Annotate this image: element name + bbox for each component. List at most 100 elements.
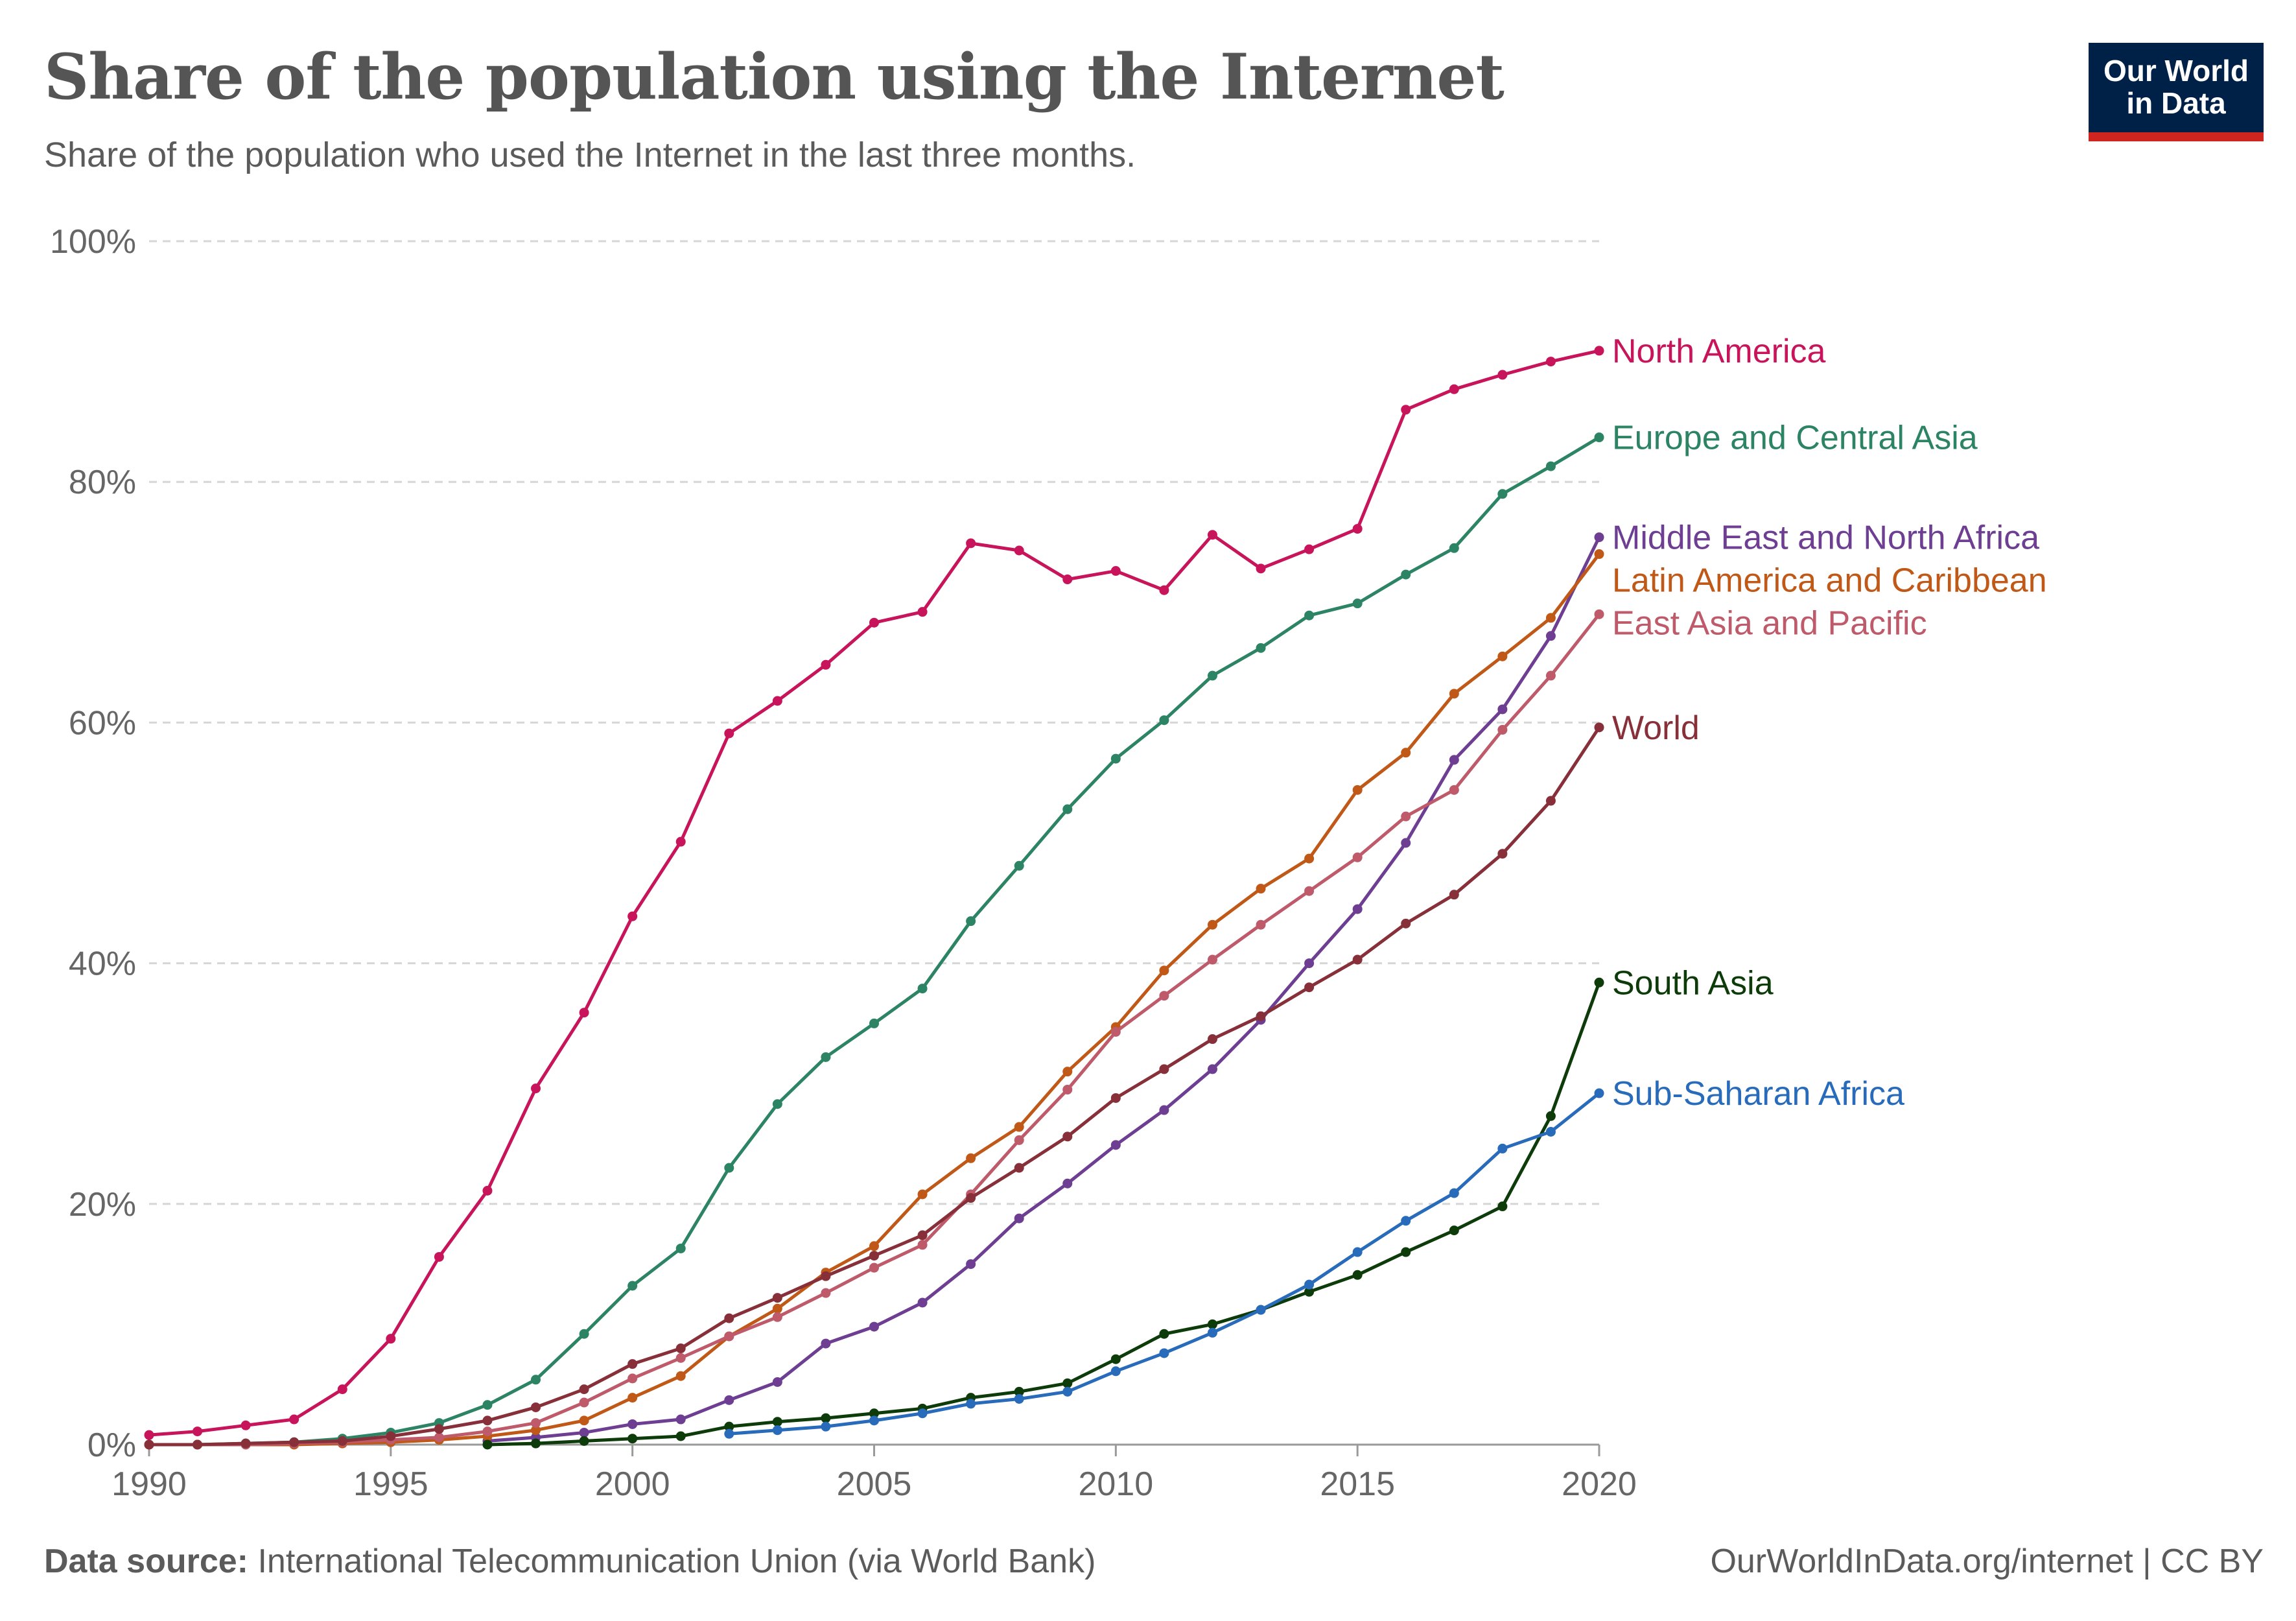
data-point	[772, 1425, 782, 1436]
data-point	[821, 1271, 831, 1281]
data-point	[1207, 1064, 1217, 1074]
series-label: East Asia and Pacific	[1612, 605, 1927, 643]
data-point	[1497, 1201, 1508, 1212]
data-point	[1014, 1163, 1024, 1173]
data-point	[627, 1359, 638, 1369]
data-point	[531, 1375, 541, 1385]
data-point	[724, 1331, 734, 1342]
data-point	[1352, 524, 1363, 534]
data-point	[821, 1421, 831, 1432]
data-point	[1497, 489, 1508, 499]
data-point	[1497, 651, 1508, 661]
owid-logo[interactable]: Our World in Data	[2089, 43, 2264, 141]
data-point	[482, 1439, 493, 1450]
data-point	[1594, 722, 1604, 733]
data-point	[337, 1384, 347, 1395]
data-point	[1497, 370, 1508, 380]
data-point	[144, 1430, 154, 1440]
data-point	[821, 1338, 831, 1349]
data-point	[1545, 1111, 1556, 1121]
data-point	[289, 1437, 299, 1447]
data-point	[869, 1018, 879, 1028]
data-point	[724, 1313, 734, 1323]
data-point	[917, 1189, 928, 1200]
data-point	[1110, 1026, 1121, 1037]
series-label: Middle East and North Africa	[1612, 519, 2039, 557]
data-point	[1497, 725, 1508, 735]
data-point	[579, 1436, 589, 1446]
y-tick-label: 20%	[69, 1186, 136, 1224]
data-point	[434, 1432, 444, 1443]
data-point	[482, 1426, 493, 1437]
data-point	[917, 607, 928, 617]
data-point	[1256, 643, 1266, 653]
data-point	[869, 1241, 879, 1251]
data-point	[1159, 585, 1169, 595]
data-point	[966, 1259, 976, 1270]
data-point	[531, 1438, 541, 1449]
data-source-label: Data source:	[44, 1543, 248, 1580]
data-point	[1449, 755, 1459, 765]
data-point	[1545, 631, 1556, 641]
data-point	[966, 1193, 976, 1203]
data-point	[966, 1399, 976, 1409]
data-point	[1545, 796, 1556, 806]
data-point	[531, 1418, 541, 1428]
data-point	[869, 1321, 879, 1332]
x-tick-label: 1990	[111, 1465, 187, 1503]
data-point	[772, 696, 782, 706]
logo-line-1: Our World	[2103, 54, 2249, 88]
data-point	[821, 659, 831, 670]
data-point	[1304, 958, 1315, 969]
data-point	[1159, 1105, 1169, 1115]
data-point	[627, 1373, 638, 1384]
series-line	[486, 536, 1601, 1443]
data-point	[1449, 543, 1459, 553]
data-point	[1062, 574, 1073, 585]
data-point	[1062, 1178, 1073, 1189]
y-tick-label: 0%	[88, 1426, 136, 1464]
data-point	[1449, 1225, 1459, 1236]
data-point	[1594, 1088, 1604, 1098]
data-point	[1545, 461, 1556, 471]
data-point	[1545, 613, 1556, 623]
data-point	[724, 1421, 734, 1432]
data-point	[1594, 609, 1604, 619]
data-point	[724, 1428, 734, 1439]
credit-link[interactable]: OurWorldInData.org/internet | CC BY	[1710, 1543, 2264, 1580]
data-point	[917, 1408, 928, 1419]
data-point	[724, 728, 734, 739]
data-point	[1159, 1348, 1169, 1358]
data-point	[1062, 804, 1073, 814]
data-point	[772, 1099, 782, 1109]
data-point	[869, 1262, 879, 1273]
data-point	[724, 1395, 734, 1405]
data-point	[1304, 853, 1315, 864]
data-point	[1304, 886, 1315, 896]
data-point	[1159, 1329, 1169, 1339]
series-lines	[144, 346, 1604, 1450]
data-point	[1256, 1011, 1266, 1021]
data-point	[1352, 785, 1363, 795]
data-point	[579, 1427, 589, 1438]
data-point	[1014, 1393, 1024, 1404]
data-point	[1062, 1131, 1073, 1142]
data-point	[1159, 1064, 1169, 1074]
data-point	[1449, 890, 1459, 900]
x-tick-label: 2005	[837, 1465, 912, 1503]
data-point	[1401, 811, 1411, 822]
data-point	[1401, 1247, 1411, 1257]
data-point	[1062, 1067, 1073, 1077]
data-point	[434, 1424, 444, 1434]
data-point	[917, 1297, 928, 1308]
data-point	[1207, 954, 1217, 965]
data-point	[1207, 1034, 1217, 1045]
data-point	[675, 1371, 686, 1381]
data-point	[1014, 1122, 1024, 1132]
series-label: Europe and Central Asia	[1612, 420, 1978, 457]
data-point	[1304, 982, 1315, 993]
x-tick-label: 2020	[1562, 1465, 1637, 1503]
chart-title: Share of the population using the Intern…	[44, 40, 1505, 113]
data-point	[772, 1312, 782, 1322]
data-point	[869, 617, 879, 628]
